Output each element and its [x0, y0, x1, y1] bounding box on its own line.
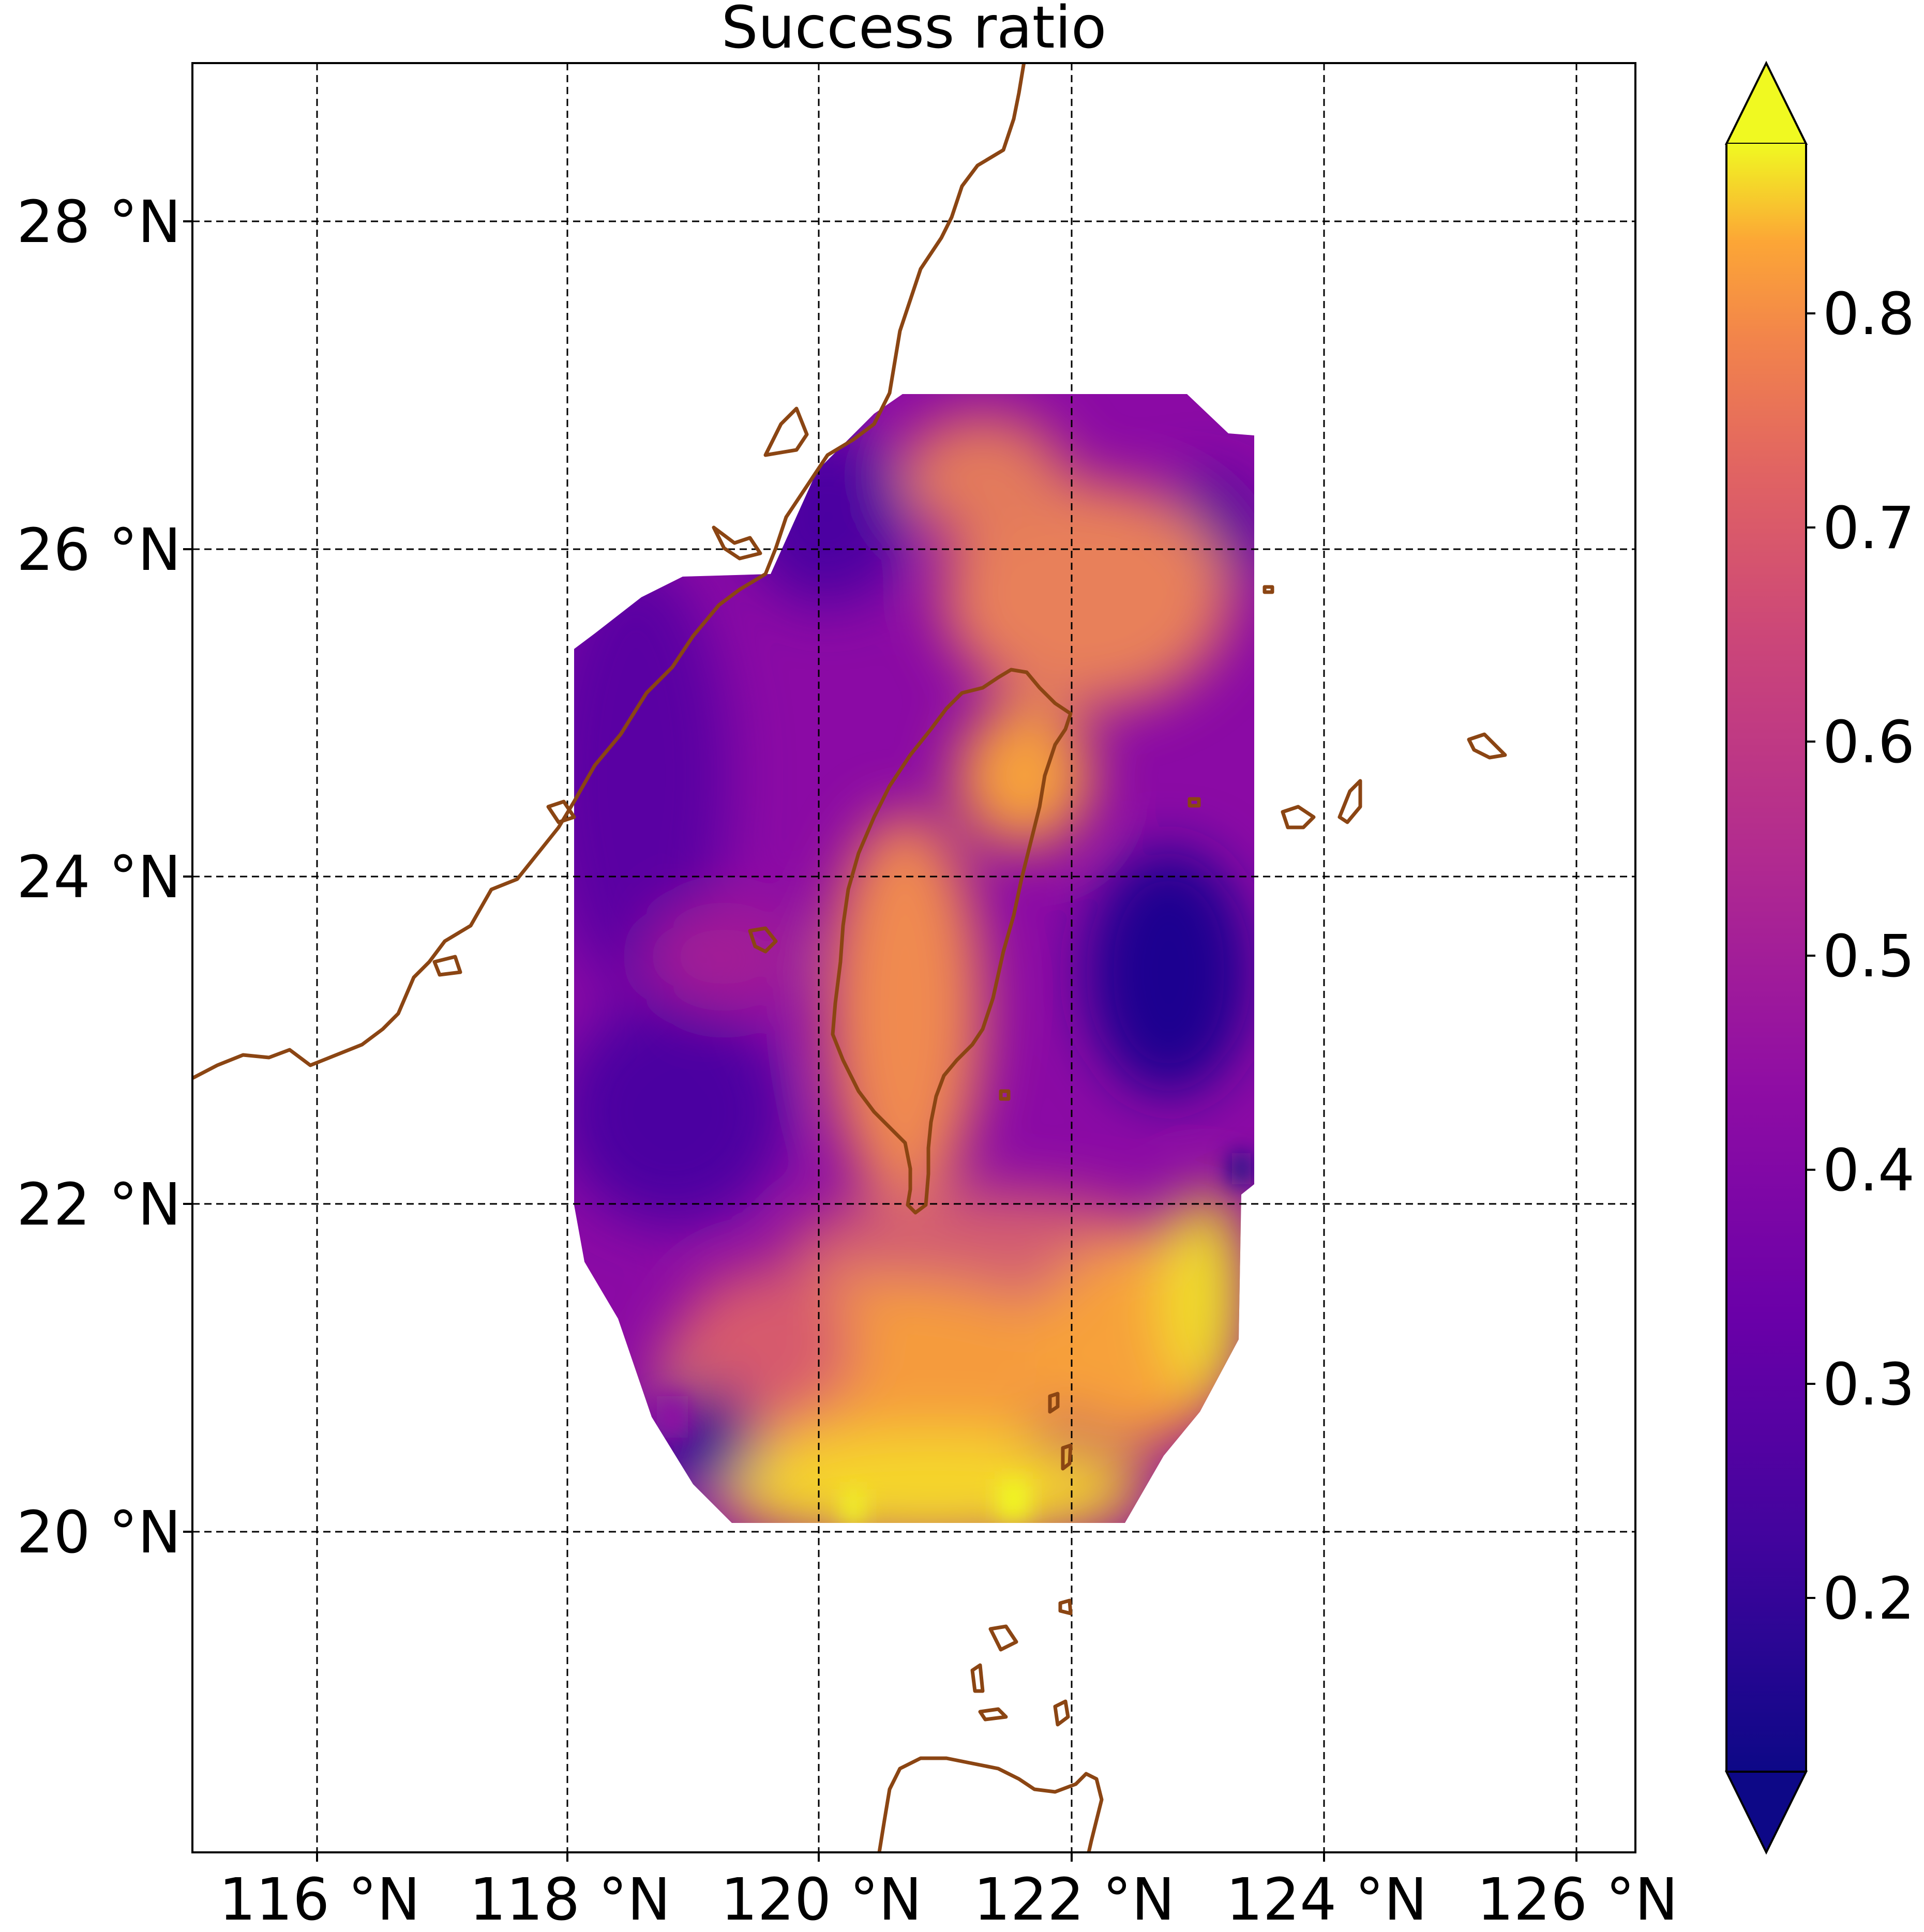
chart-title: Success ratio — [722, 0, 1107, 62]
gridlines — [192, 63, 1635, 1852]
colorbar-gradient — [1726, 144, 1806, 1772]
colorbar-tick-label: 0.7 — [1823, 495, 1915, 562]
x-tick-label: 126 °N — [1477, 1866, 1678, 1932]
colorbar-tick-label: 0.2 — [1823, 1565, 1915, 1633]
y-tick-label: 26 °N — [17, 517, 181, 584]
y-tick-label: 20 °N — [17, 1499, 181, 1566]
colorbar-extend-max — [1724, 61, 1808, 145]
x-tick-label: 122 °N — [973, 1866, 1175, 1932]
tick-marks — [183, 220, 1577, 1862]
heatmap-field — [574, 394, 1254, 1523]
coastline-taiwan — [831, 668, 1073, 1215]
coastlines — [192, 63, 1507, 1852]
colorbar-extend-min — [1724, 1771, 1808, 1855]
colorbar: 0.2 0.3 0.4 0.5 0.6 0.7 0.8 — [1724, 61, 1915, 1855]
coastline-luzon — [877, 1756, 1104, 1852]
x-tick-label: 116 °N — [219, 1866, 420, 1932]
y-tick-label: 24 °N — [17, 844, 181, 911]
colorbar-tick-label: 0.4 — [1823, 1137, 1915, 1204]
x-tick-label: 124 °N — [1226, 1866, 1427, 1932]
x-tick-labels: 116 °N 118 °N 120 °N 122 °N 124 °N 126 °… — [219, 1866, 1678, 1932]
colorbar-tick-label: 0.5 — [1823, 923, 1915, 990]
x-tick-label: 118 °N — [469, 1866, 670, 1932]
map-frame — [191, 62, 1636, 1853]
y-tick-labels: 28 °N 26 °N 24 °N 22 °N 20 °N — [17, 189, 181, 1566]
x-tick-label: 120 °N — [720, 1866, 922, 1932]
colorbar-tick-label: 0.3 — [1823, 1351, 1915, 1418]
coastline-mainland-china — [192, 63, 1026, 1080]
y-tick-label: 28 °N — [17, 189, 181, 256]
y-tick-label: 22 °N — [17, 1171, 181, 1239]
colorbar-tick-label: 0.6 — [1823, 709, 1915, 776]
colorbar-tick-label: 0.8 — [1823, 281, 1915, 348]
